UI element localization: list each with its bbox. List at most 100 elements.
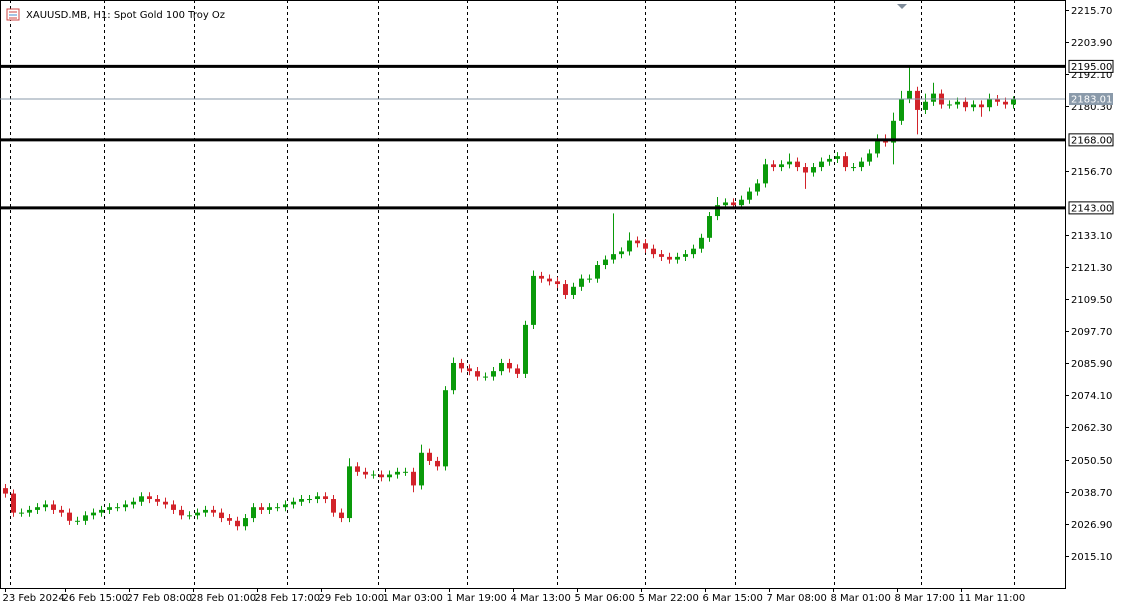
x-tick-label: 23 Feb 2024 — [3, 593, 65, 604]
candle-body — [59, 509, 64, 513]
candle-body — [387, 474, 392, 478]
candle-body — [451, 362, 456, 391]
candle-body — [859, 161, 864, 168]
y-tick-label: 2203.90 — [1071, 38, 1112, 49]
candle-body — [715, 205, 720, 217]
separators — [10, 0, 1015, 588]
candle-body — [139, 496, 144, 502]
candle-body — [963, 101, 968, 108]
candle-body — [43, 504, 48, 508]
current-price-label: 2183.01 — [1071, 95, 1112, 106]
level-label: 2143.00 — [1071, 203, 1112, 214]
candle-body — [483, 376, 488, 378]
x-tick-label: 29 Feb 10:00 — [319, 593, 385, 604]
candle-body — [1011, 99, 1016, 105]
candle-body — [659, 254, 664, 257]
candle-body — [339, 512, 344, 519]
shift-marker — [897, 4, 907, 9]
level-label: 2195.00 — [1071, 62, 1112, 73]
x-tick-label: 4 Mar 13:00 — [511, 593, 571, 604]
candle-body — [595, 265, 600, 279]
plot-border — [0, 0, 1066, 589]
candle-body — [803, 167, 808, 173]
candle-body — [811, 167, 816, 173]
candle-body — [611, 254, 616, 260]
candle-body — [819, 161, 824, 168]
candle-body — [931, 93, 936, 102]
candle-body — [475, 371, 480, 377]
y-tick-label: 2121.30 — [1071, 263, 1112, 274]
candle-body — [323, 496, 328, 500]
candle-body — [579, 278, 584, 287]
x-tick-label: 6 Mar 15:00 — [703, 593, 763, 604]
candle-body — [211, 509, 216, 513]
candle-body — [171, 504, 176, 510]
candle-body — [283, 504, 288, 508]
x-tick-label: 1 Mar 03:00 — [383, 593, 443, 604]
candle-body — [643, 243, 648, 249]
y-tick-label: 2192.10 — [1071, 70, 1112, 81]
candle-body — [619, 251, 624, 255]
candle-body — [539, 275, 544, 279]
candle-body — [331, 499, 336, 513]
candle-body — [955, 101, 960, 105]
x-tick-label: 11 Mar 11:00 — [959, 593, 1026, 604]
candle-body — [427, 452, 432, 461]
candle-body — [563, 284, 568, 295]
candle-body — [723, 202, 728, 206]
candle-body — [459, 362, 464, 369]
candle-body — [147, 496, 152, 500]
candle-body — [19, 512, 24, 514]
y-tick-label: 2156.70 — [1071, 167, 1112, 178]
y-tick-label: 2180.30 — [1071, 102, 1112, 113]
candle-body — [827, 158, 832, 162]
candle-body — [835, 156, 840, 159]
candle-body — [363, 471, 368, 475]
candle-body — [747, 191, 752, 200]
candle-body — [75, 520, 80, 522]
x-tick-label: 5 Mar 06:00 — [575, 593, 635, 604]
y-tick-label: 2026.90 — [1071, 520, 1112, 531]
candle-body — [891, 120, 896, 143]
candle-body — [915, 90, 920, 110]
candle-body — [235, 520, 240, 527]
candle-body — [499, 362, 504, 372]
candle-body — [923, 101, 928, 110]
candle-body — [875, 139, 880, 154]
candle-body — [3, 488, 8, 494]
candle-body — [347, 466, 352, 519]
y-tick-label: 2074.10 — [1071, 391, 1112, 402]
candle-body — [227, 518, 232, 521]
candle-body — [507, 362, 512, 369]
candle-body — [411, 471, 416, 486]
candle-body — [259, 507, 264, 510]
candle-body — [27, 509, 32, 513]
candle-body — [763, 164, 768, 184]
candle-body — [315, 496, 320, 500]
candle-body — [787, 161, 792, 165]
candle-body — [67, 512, 72, 521]
candle-body — [979, 104, 984, 108]
level-label: 2168.00 — [1071, 135, 1112, 146]
chart-title: XAUUSD.MB, H1: Spot Gold 100 Troy Oz — [26, 10, 225, 21]
candle-body — [1003, 101, 1008, 105]
candle-body — [947, 104, 952, 106]
candle-body — [99, 509, 104, 513]
candle-body — [739, 199, 744, 206]
candle-body — [691, 248, 696, 255]
candle-body — [187, 515, 192, 517]
x-tick-label: 28 Feb 17:00 — [255, 593, 321, 604]
candle-body — [443, 390, 448, 467]
candle-body — [467, 368, 472, 372]
candle-body — [419, 452, 424, 486]
candle-body — [275, 507, 280, 509]
candle-body — [523, 324, 528, 374]
candle-body — [291, 501, 296, 505]
candle-body — [779, 164, 784, 168]
candle-body — [115, 507, 120, 509]
candle-body — [771, 164, 776, 168]
candle-body — [987, 99, 992, 108]
x-tick-label: 28 Feb 01:00 — [191, 593, 257, 604]
